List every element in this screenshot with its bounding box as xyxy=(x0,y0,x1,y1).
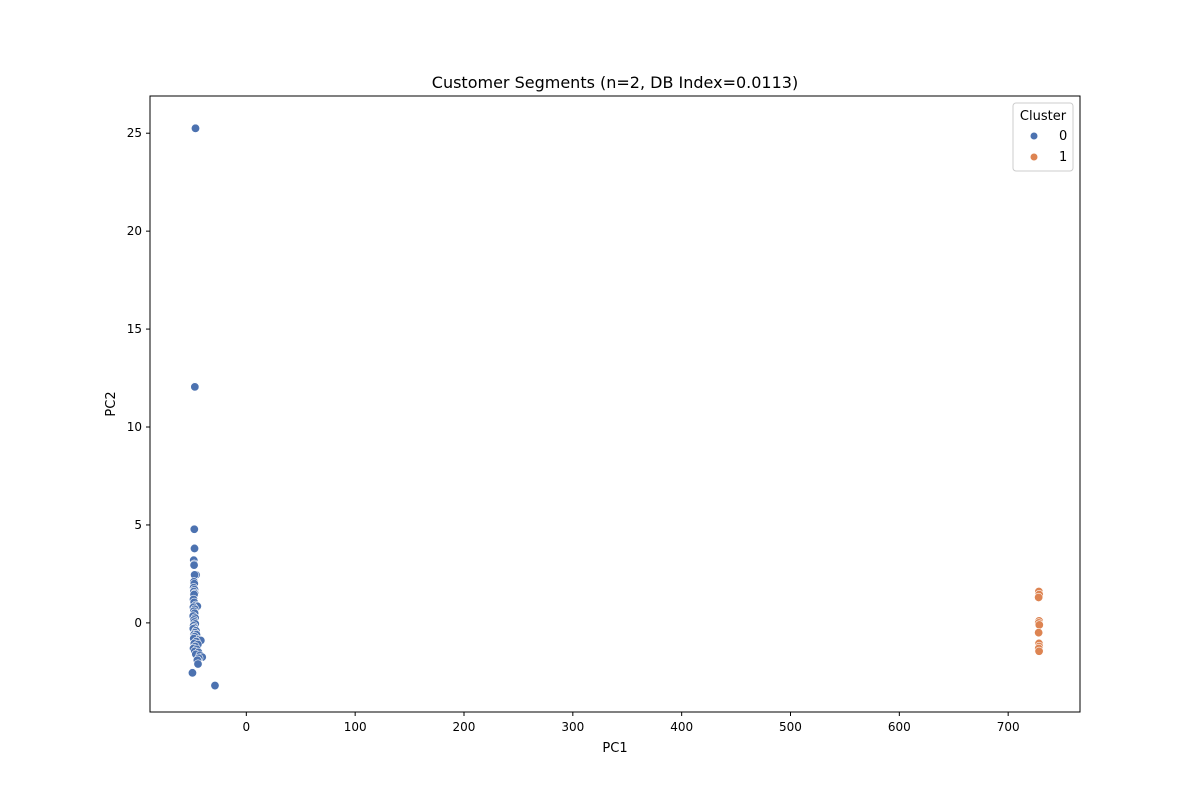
x-tick-label: 500 xyxy=(779,720,802,734)
y-axis: 0 5 10 15 20 25 xyxy=(127,126,150,630)
x-tick-label: 600 xyxy=(888,720,911,734)
legend-marker-cluster-0 xyxy=(1030,132,1038,140)
legend-marker-cluster-1 xyxy=(1030,153,1038,161)
point-cluster-0-2 xyxy=(189,524,199,534)
plot-frame xyxy=(149,95,1081,713)
point-cluster-0-53 xyxy=(193,659,203,669)
point-cluster-1-6 xyxy=(1034,628,1044,638)
y-axis-label: PC2 xyxy=(104,391,119,416)
y-tick-label: 25 xyxy=(127,126,142,140)
point-cluster-1-5 xyxy=(1034,620,1044,630)
point-cluster-1-2 xyxy=(1034,592,1044,602)
point-cluster-0-54 xyxy=(187,668,197,678)
point-cluster-0-55 xyxy=(210,681,220,691)
y-tick-label: 20 xyxy=(127,224,142,238)
legend-label-cluster-0: 0 xyxy=(1059,129,1067,144)
y-tick-label: 5 xyxy=(134,518,142,532)
legend-label-cluster-1: 1 xyxy=(1059,150,1067,165)
x-axis: 0 100 200 300 400 500 600 700 xyxy=(242,712,1020,734)
y-tick-label: 10 xyxy=(127,420,142,434)
legend: Cluster 0 1 xyxy=(1012,102,1074,172)
legend-box xyxy=(1012,102,1074,172)
x-tick-label: 0 xyxy=(242,720,250,734)
x-tick-label: 300 xyxy=(561,720,584,734)
chart-title: Customer Segments (n=2, DB Index=0.0113) xyxy=(432,73,798,92)
x-tick-label: 700 xyxy=(997,720,1020,734)
point-cluster-0-6 xyxy=(189,560,199,570)
x-axis-label: PC1 xyxy=(602,741,627,756)
point-cluster-0-0 xyxy=(190,123,200,133)
y-tick-label: 0 xyxy=(134,616,142,630)
point-cluster-0-1 xyxy=(190,382,200,392)
points-layer xyxy=(187,123,1044,691)
point-cluster-1-10 xyxy=(1034,646,1044,656)
x-tick-label: 400 xyxy=(670,720,693,734)
legend-title: Cluster xyxy=(1020,109,1067,124)
x-tick-label: 100 xyxy=(344,720,367,734)
point-cluster-0-3 xyxy=(190,543,200,553)
y-tick-label: 15 xyxy=(127,322,142,336)
x-tick-label: 200 xyxy=(453,720,476,734)
